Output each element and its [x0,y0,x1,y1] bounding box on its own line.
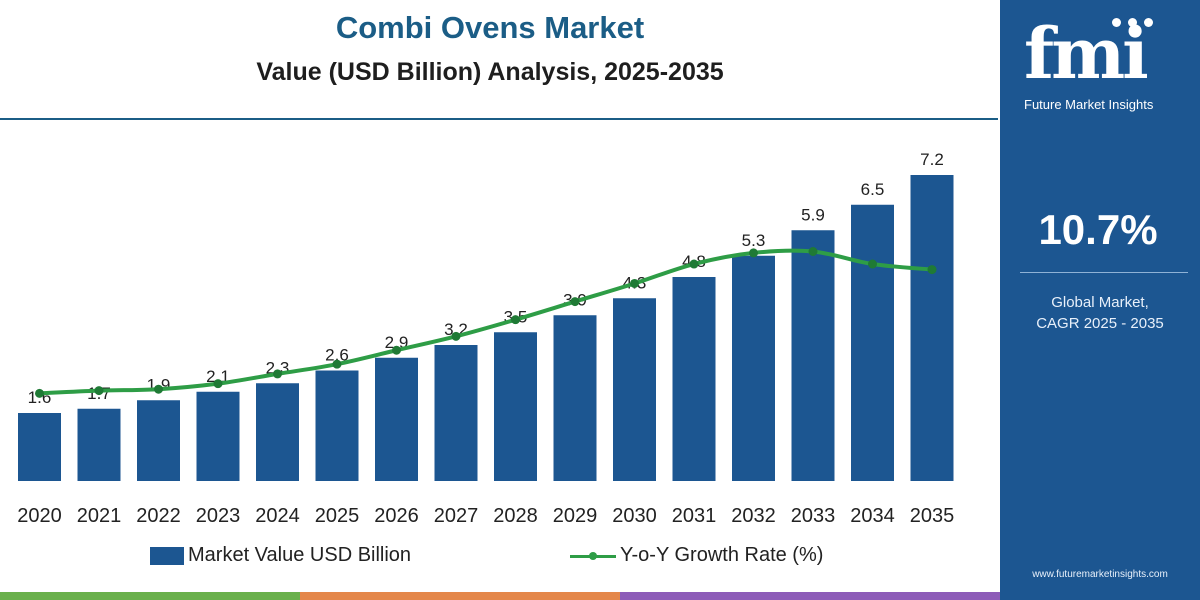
x-tick-label-2020: 2020 [17,505,62,527]
growth-point-2032 [749,248,758,258]
logo-caption: Future Market Insights [1024,97,1154,112]
growth-point-2021 [94,386,104,396]
bar-value-label-2034: 6.5 [861,180,885,199]
growth-point-2035 [927,265,937,275]
logo-dot-icon [1112,18,1121,27]
bar-2033 [791,230,835,481]
growth-point-2033 [808,247,818,256]
cagr-value: 10.7% [1038,206,1158,253]
fmi-logo-mark: fmi [1024,12,1149,95]
growth-point-2027 [451,331,461,341]
growth-point-2020 [35,388,44,398]
logo-dot-icon [1128,18,1137,27]
x-tick-label-2024: 2024 [255,505,300,527]
sidebar-panel: fmi Future Market Insights 10.7% Global … [1000,0,1200,600]
legend-growth-rate-label: Y-o-Y Growth Rate (%) [620,544,824,566]
chart-area: Combi Ovens Market Value (USD Billion) A… [0,10,1000,600]
bar-2029 [553,315,597,481]
bar-2022 [137,400,180,481]
x-tick-label-2021: 2021 [77,505,122,527]
bar-value-label-2025: 2.6 [325,346,349,365]
growth-point-2022 [154,384,163,394]
bar-value-label-2035: 7.2 [920,150,944,169]
bar-2027 [434,345,478,481]
x-tick-label-2030: 2030 [612,505,657,527]
x-tick-labels-group: 2020 2021 2022 2023 2024 2025 2026 2027 2028 2029… [17,505,954,527]
bar-2026 [375,357,418,481]
fmi-logo: fmi [1024,14,1200,104]
legend-item-market-value: Market Value USD Billion [150,544,411,567]
bars-group [18,175,954,481]
cagr-label: Global Market, CAGR 2025 - 2035 [1000,292,1200,334]
sidebar-divider [1020,272,1188,273]
chart-subtitle: Value (USD Billion) Analysis, 2025-2035 [256,58,724,86]
x-tick-label-2026: 2026 [374,505,419,527]
growth-point-2025 [332,359,342,369]
bar-2030 [613,298,656,481]
legend-bar-swatch [150,546,184,565]
x-tick-label-2035: 2035 [910,505,955,527]
growth-point-2026 [392,345,401,355]
bar-2020 [18,413,61,481]
footer-color-strip [0,592,1000,600]
website-url: www.futuremarketinsights.com [1032,569,1168,580]
cagr-label-line-1: Global Market, [1051,294,1149,311]
legend-item-growth-rate: Y-o-Y Growth Rate (%) [570,544,823,567]
x-tick-label-2027: 2027 [434,505,479,527]
bar-2034 [851,204,894,481]
growth-point-2029 [570,297,580,307]
growth-point-2023 [213,379,223,389]
header-divider [0,118,998,120]
x-tick-label-2028: 2028 [493,505,538,527]
x-tick-label-2022: 2022 [136,505,181,527]
growth-points-group [35,247,937,398]
bar-2024 [256,383,299,481]
x-tick-label-2034: 2034 [850,505,895,527]
x-tick-label-2025: 2025 [315,505,360,527]
chart-title: Combi Ovens Market [335,10,645,45]
chart-plot: 1.61.71.92.12.32.62.93.23.53.94.34.85.35… [17,150,954,527]
growth-point-2030 [630,278,639,288]
growth-point-2028 [511,315,520,325]
bar-2028 [494,332,537,481]
bar-2021 [77,408,121,481]
logo-dot-icon [1144,18,1153,27]
cagr-label-line-2: CAGR 2025 - 2035 [1036,315,1164,332]
bar-2035 [910,175,954,481]
legend-line-swatch [570,549,616,563]
x-tick-label-2031: 2031 [672,505,717,527]
legend-market-value-label: Market Value USD Billion [188,544,412,566]
x-tick-label-2033: 2033 [791,505,836,527]
bar-value-label-2033: 5.9 [801,205,825,224]
growth-point-2031 [689,259,699,269]
x-tick-label-2023: 2023 [196,505,241,527]
growth-point-2034 [868,259,877,269]
growth-rate-line [37,248,934,396]
bar-2025 [315,370,359,481]
bar-value-label-2032: 5.3 [742,231,766,250]
bar-2031 [672,277,716,481]
x-tick-label-2032: 2032 [731,505,776,527]
growth-point-2024 [273,369,282,379]
bar-2023 [196,391,240,481]
x-tick-label-2029: 2029 [553,505,598,527]
bar-2032 [732,255,775,481]
legend: Market Value USD Billion Y-o-Y Growth Ra… [150,544,850,570]
